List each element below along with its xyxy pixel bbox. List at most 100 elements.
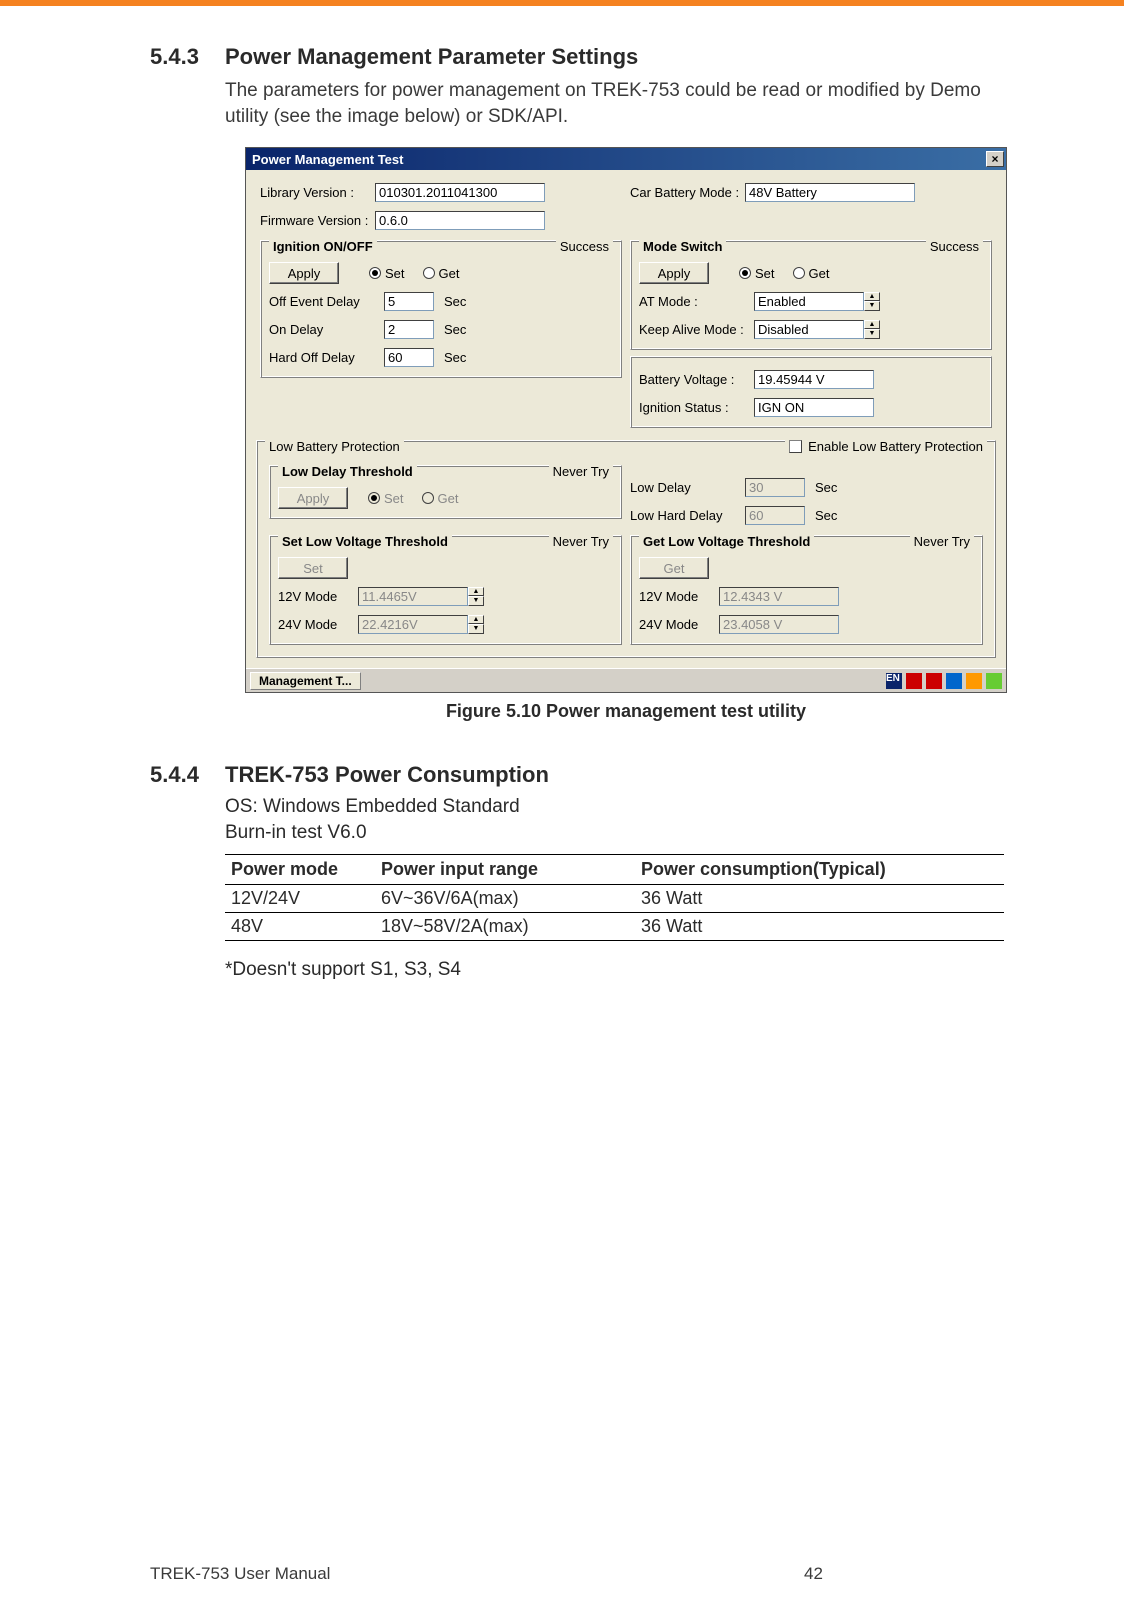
battery-voltage-label: Battery Voltage :: [639, 372, 754, 387]
ignition-apply-button[interactable]: Apply: [269, 262, 339, 284]
section-title: TREK-753 Power Consumption: [225, 762, 549, 788]
low-delay-input: [745, 478, 805, 497]
modeswitch-title: Mode Switch: [639, 239, 726, 254]
page-content: 5.4.3 Power Management Parameter Setting…: [0, 6, 1124, 981]
get-12v-label: 12V Mode: [639, 589, 719, 604]
ignition-status-label: Ignition Status :: [639, 400, 754, 415]
car-batt-input[interactable]: [745, 183, 915, 202]
section-title: Power Management Parameter Settings: [225, 44, 638, 70]
titlebar: Power Management Test ×: [246, 148, 1006, 170]
tray-icon[interactable]: [906, 673, 922, 689]
modeswitch-set-radio[interactable]: Set: [739, 266, 775, 281]
fw-version-input[interactable]: [375, 211, 545, 230]
page-footer: TREK-753 User Manual 42: [150, 1564, 1004, 1584]
set-12v-up-icon: ▲: [468, 587, 484, 597]
section-number: 5.4.4: [150, 762, 225, 788]
ignition-get-radio[interactable]: Get: [423, 266, 460, 281]
close-button[interactable]: ×: [986, 151, 1004, 167]
set-thr-status: Never Try: [549, 534, 613, 549]
ignition-status-value: [754, 398, 874, 417]
ignition-title: Ignition ON/OFF: [269, 239, 377, 254]
keep-alive-spinbox[interactable]: ▲▼: [754, 320, 880, 339]
set-24v-input: [358, 615, 468, 634]
lowbatt-groupbox: Low Battery Protection Enable Low Batter…: [256, 440, 996, 658]
tray-icon[interactable]: [966, 673, 982, 689]
car-batt-label: Car Battery Mode :: [630, 185, 745, 200]
on-delay-input[interactable]: [384, 320, 434, 339]
keep-alive-up-icon[interactable]: ▲: [864, 320, 880, 330]
system-tray: EN: [886, 673, 1002, 689]
set-12v-down-icon: ▼: [468, 596, 484, 606]
tray-icon[interactable]: [926, 673, 942, 689]
modeswitch-groupbox: Mode Switch Success Apply Set Get AT Mo: [630, 240, 992, 350]
low-delay-thr-title: Low Delay Threshold: [278, 464, 417, 479]
on-delay-label: On Delay: [269, 322, 384, 337]
get-thr-button: Get: [639, 557, 709, 579]
enable-lowbatt-checkbox[interactable]: [789, 440, 802, 453]
fw-version-label: Firmware Version :: [260, 213, 375, 228]
off-delay-label: Off Event Delay: [269, 294, 384, 309]
set-24v-up-icon: ▲: [468, 615, 484, 625]
set-24v-down-icon: ▼: [468, 624, 484, 634]
set-12v-label: 12V Mode: [278, 589, 358, 604]
footer-manual-name: TREK-753 User Manual: [150, 1564, 804, 1584]
footnote: *Doesn't support S1, S3, S4: [225, 959, 1004, 981]
section-5-4-3-heading: 5.4.3 Power Management Parameter Setting…: [150, 44, 1004, 70]
low-delay-label: Low Delay: [630, 480, 745, 495]
table-header: Power input range: [375, 855, 635, 885]
off-delay-input[interactable]: [384, 292, 434, 311]
get-thr-title: Get Low Voltage Threshold: [639, 534, 814, 549]
keep-alive-input[interactable]: [754, 320, 864, 339]
table-header: Power mode: [225, 855, 375, 885]
modeswitch-apply-button[interactable]: Apply: [639, 262, 709, 284]
section-5-4-4-heading: 5.4.4 TREK-753 Power Consumption: [150, 762, 1004, 788]
section-5-4-4-body: OS: Windows Embedded Standard Burn-in te…: [225, 796, 1004, 981]
tray-icon[interactable]: [946, 673, 962, 689]
on-delay-unit: Sec: [444, 322, 466, 337]
taskbar-app-button[interactable]: Management T...: [250, 672, 361, 690]
set-thr-title: Set Low Voltage Threshold: [278, 534, 452, 549]
hard-off-input[interactable]: [384, 348, 434, 367]
set-12v-input: [358, 587, 468, 606]
get-12v-input: [719, 587, 839, 606]
ignition-set-radio[interactable]: Set: [369, 266, 405, 281]
dialog-title: Power Management Test: [252, 152, 403, 167]
keep-alive-label: Keep Alive Mode :: [639, 322, 754, 337]
dialog-container: Power Management Test × Library Version …: [245, 147, 1004, 693]
figure-caption: Figure 5.10 Power management test utilit…: [245, 701, 1007, 722]
table-row: 12V/24V 6V~36V/6A(max) 36 Watt: [225, 885, 1004, 913]
lowbatt-title: Low Battery Protection: [265, 439, 404, 454]
set-threshold-groupbox: Set Low Voltage Threshold Never Try Set …: [269, 535, 622, 645]
keep-alive-down-icon[interactable]: ▼: [864, 329, 880, 339]
low-hard-unit: Sec: [815, 508, 837, 523]
low-hard-input: [745, 506, 805, 525]
tray-icon[interactable]: [986, 673, 1002, 689]
lowdelay-get-radio: Get: [422, 491, 459, 506]
off-delay-unit: Sec: [444, 294, 466, 309]
get-threshold-groupbox: Get Low Voltage Threshold Never Try Get …: [630, 535, 983, 645]
at-mode-input[interactable]: [754, 292, 864, 311]
ignition-status: Success: [556, 239, 613, 254]
burnin-line: Burn-in test V6.0: [225, 822, 1004, 844]
low-delay-thr-status: Never Try: [549, 464, 613, 479]
at-mode-up-icon[interactable]: ▲: [864, 292, 880, 302]
at-mode-label: AT Mode :: [639, 294, 754, 309]
hard-off-unit: Sec: [444, 350, 466, 365]
lib-version-label: Library Version :: [260, 185, 375, 200]
section-number: 5.4.3: [150, 44, 225, 70]
at-mode-down-icon[interactable]: ▼: [864, 301, 880, 311]
lang-en-icon[interactable]: EN: [886, 673, 902, 689]
at-mode-spinbox[interactable]: ▲▼: [754, 292, 880, 311]
lowdelay-apply-button: Apply: [278, 487, 348, 509]
enable-lowbatt-label: Enable Low Battery Protection: [808, 439, 983, 454]
os-line: OS: Windows Embedded Standard: [225, 796, 1004, 818]
table-row: 48V 18V~58V/2A(max) 36 Watt: [225, 913, 1004, 941]
power-consumption-table: Power mode Power input range Power consu…: [225, 854, 1004, 941]
lib-version-input[interactable]: [375, 183, 545, 202]
ignition-groupbox: Ignition ON/OFF Success Apply Set Get O: [260, 240, 622, 378]
get-24v-input: [719, 615, 839, 634]
modeswitch-get-radio[interactable]: Get: [793, 266, 830, 281]
battery-voltage-value: [754, 370, 874, 389]
low-delay-unit: Sec: [815, 480, 837, 495]
taskbar: Management T... EN: [246, 668, 1006, 692]
